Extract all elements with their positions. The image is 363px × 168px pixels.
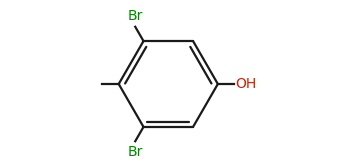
Text: Br: Br: [127, 9, 143, 24]
Text: Br: Br: [127, 144, 143, 159]
Text: OH: OH: [236, 77, 257, 91]
